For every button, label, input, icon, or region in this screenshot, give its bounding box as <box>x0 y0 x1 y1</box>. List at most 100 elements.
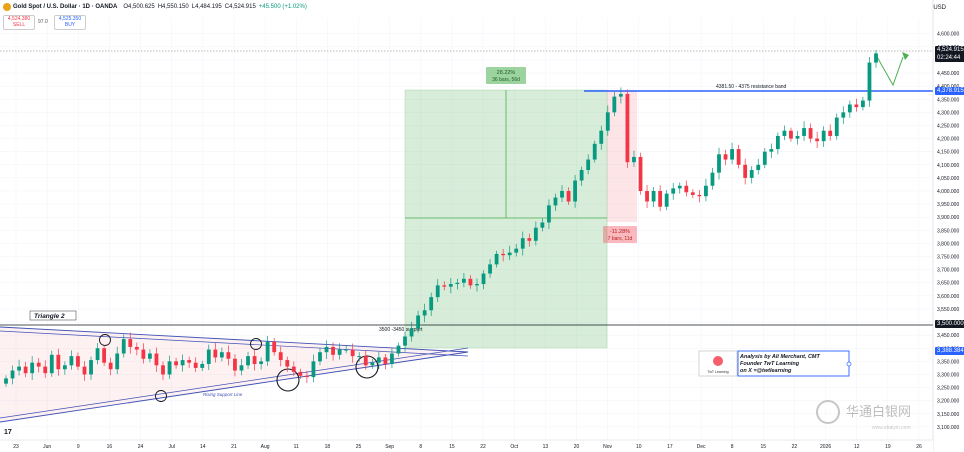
candle-body[interactable] <box>102 348 107 363</box>
candle-body[interactable] <box>167 361 172 375</box>
symbol-title[interactable]: Gold Spot / U.S. Dollar · 1D · OANDA <box>13 4 118 10</box>
candle-body[interactable] <box>331 346 335 355</box>
candle-body[interactable] <box>226 352 231 359</box>
candle-body[interactable] <box>174 361 178 366</box>
candle-body[interactable] <box>533 227 538 241</box>
candle-body[interactable] <box>560 190 564 198</box>
candle-body[interactable] <box>736 149 741 165</box>
candle-body[interactable] <box>461 278 466 283</box>
candle-body[interactable] <box>769 149 774 152</box>
candle-body[interactable] <box>632 156 636 163</box>
candle-body[interactable] <box>645 190 649 202</box>
candle-body[interactable] <box>756 164 761 171</box>
candle-body[interactable] <box>618 94 623 97</box>
candle-body[interactable] <box>867 62 872 101</box>
candle-body[interactable] <box>861 100 865 108</box>
candle-body[interactable] <box>730 149 734 160</box>
candle-body[interactable] <box>697 194 702 197</box>
candle-body[interactable] <box>298 371 303 376</box>
candle-body[interactable] <box>775 135 780 150</box>
candle-body[interactable] <box>547 205 551 223</box>
candle-body[interactable] <box>671 188 676 194</box>
candle-body[interactable] <box>370 362 375 366</box>
candle-body[interactable] <box>324 346 329 353</box>
candle-body[interactable] <box>710 172 715 186</box>
candle-body[interactable] <box>704 185 708 197</box>
candle-body[interactable] <box>56 354 61 370</box>
candle-body[interactable] <box>363 356 368 366</box>
candle-body[interactable] <box>305 375 309 378</box>
candle-body[interactable] <box>337 349 342 355</box>
projection-path[interactable] <box>875 54 904 87</box>
candle-body[interactable] <box>233 358 237 371</box>
candle-body[interactable] <box>762 151 767 165</box>
candle-body[interactable] <box>821 130 826 142</box>
candle-body[interactable] <box>579 170 584 181</box>
candle-body[interactable] <box>180 360 185 366</box>
candle-body[interactable] <box>677 185 682 189</box>
candle-body[interactable] <box>599 130 604 144</box>
candle-body[interactable] <box>455 282 460 285</box>
candle-body[interactable] <box>17 366 21 371</box>
candle-body[interactable] <box>36 362 41 367</box>
candle-body[interactable] <box>429 297 434 311</box>
candle-body[interactable] <box>95 348 100 361</box>
candle-body[interactable] <box>802 128 806 136</box>
buy-button[interactable]: 4,525.350 BUY <box>54 15 86 30</box>
candle-body[interactable] <box>501 253 506 256</box>
rising-support-line[interactable] <box>0 351 469 423</box>
candle-body[interactable] <box>318 352 322 362</box>
sell-button[interactable]: 4,524.380 SELL <box>3 15 35 30</box>
candle-body[interactable] <box>278 352 283 361</box>
candle-body[interactable] <box>847 104 852 113</box>
price-axis-bg[interactable] <box>933 0 964 452</box>
candle-body[interactable] <box>383 357 388 364</box>
candle-body[interactable] <box>828 130 833 136</box>
candle-body[interactable] <box>625 94 630 163</box>
candle-body[interactable] <box>43 366 48 374</box>
candle-body[interactable] <box>540 222 545 228</box>
candle-body[interactable] <box>49 354 54 374</box>
candle-body[interactable] <box>62 365 67 370</box>
candle-body[interactable] <box>815 138 820 142</box>
candle-body[interactable] <box>789 130 793 139</box>
candle-body[interactable] <box>30 362 35 374</box>
candle-body[interactable] <box>468 278 473 286</box>
candle-body[interactable] <box>376 357 381 363</box>
candle-body[interactable] <box>527 238 532 241</box>
candle-body[interactable] <box>586 159 591 171</box>
candle-body[interactable] <box>246 356 250 366</box>
candle-body[interactable] <box>514 248 519 253</box>
candle-body[interactable] <box>134 346 139 350</box>
candle-body[interactable] <box>664 193 669 207</box>
candle-body[interactable] <box>782 130 787 136</box>
candle-body[interactable] <box>10 370 15 379</box>
triangle-upper-line[interactable] <box>0 326 469 353</box>
candle-body[interactable] <box>743 164 748 178</box>
candle-body[interactable] <box>252 356 257 364</box>
time-axis-bg[interactable] <box>0 440 933 452</box>
candle-body[interactable] <box>749 170 754 178</box>
candle-body[interactable] <box>161 365 165 375</box>
candle-body[interactable] <box>357 356 362 358</box>
candle-body[interactable] <box>416 315 421 329</box>
candle-body[interactable] <box>219 352 224 358</box>
candle-body[interactable] <box>350 349 355 357</box>
candle-body[interactable] <box>148 353 152 359</box>
candle-body[interactable] <box>684 185 689 193</box>
candle-body[interactable] <box>488 264 492 274</box>
candle-body[interactable] <box>187 360 192 363</box>
candle-body[interactable] <box>89 360 93 375</box>
candle-body[interactable] <box>874 53 878 63</box>
currency-label[interactable]: USD <box>933 5 946 11</box>
triangle-upper-line-2[interactable] <box>0 330 469 357</box>
candle-body[interactable] <box>409 328 414 337</box>
candle-body[interactable] <box>121 339 126 354</box>
candle-body[interactable] <box>553 197 558 206</box>
candle-body[interactable] <box>213 349 218 358</box>
candle-body[interactable] <box>638 156 643 191</box>
candle-body[interactable] <box>23 366 28 374</box>
candle-body[interactable] <box>291 366 296 372</box>
candle-body[interactable] <box>259 361 264 364</box>
